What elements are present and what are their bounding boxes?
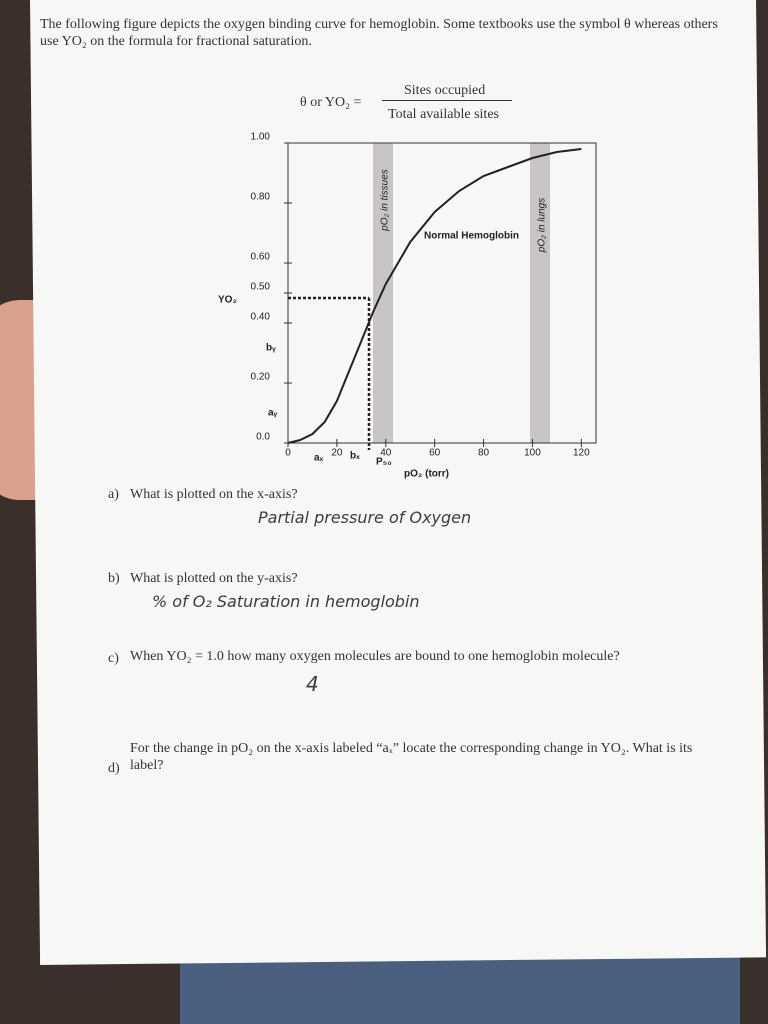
tissues-label: pO₂ in tissues bbox=[380, 169, 391, 232]
curve bbox=[287, 148, 582, 444]
y-tick-label: 0.40 bbox=[251, 312, 271, 323]
question-label: d) bbox=[108, 761, 120, 776]
x-tick-label: 80 bbox=[478, 448, 490, 459]
question-label: a) bbox=[108, 487, 119, 502]
legend-label: Normal Hemoglobin bbox=[424, 231, 519, 242]
x-axis-label: pO₂ (torr) bbox=[404, 469, 449, 480]
y-axis-label: YO₂ bbox=[218, 295, 237, 306]
y-tick-label: 0.0 bbox=[256, 432, 270, 443]
y-tick-label: 1.00 bbox=[251, 132, 271, 143]
question-label: c) bbox=[108, 651, 119, 666]
x-tick-label: 20 bbox=[331, 448, 343, 459]
answer: Partial pressure of Oxygen bbox=[258, 508, 472, 527]
question-text: What is plotted on the y-axis? bbox=[130, 571, 298, 586]
ax-label: aₓ bbox=[314, 453, 324, 464]
formula-lhs: θ or YO₂ = bbox=[300, 95, 362, 110]
ay-label: aᵧ bbox=[268, 408, 278, 419]
bx-label: bₓ bbox=[350, 451, 360, 462]
x-tick-label: 100 bbox=[524, 448, 541, 459]
x-tick-label: 0 bbox=[285, 448, 291, 459]
x-tick-label: 60 bbox=[429, 448, 441, 459]
chart: pO₂ in tissues pO₂ in lungs P₅₀ aₓ bₓ aᵧ… bbox=[218, 132, 597, 480]
formula-denominator: Total available sites bbox=[388, 107, 499, 122]
answer: 4 bbox=[306, 672, 319, 696]
by-label: bᵧ bbox=[266, 343, 276, 354]
lungs-label: pO₂ in lungs bbox=[537, 198, 548, 253]
header-text: The following figure depicts the oxygen … bbox=[40, 17, 718, 49]
answer: % of O₂ Saturation in hemoglobin bbox=[152, 592, 420, 611]
question-text: What is plotted on the x-axis? bbox=[130, 487, 298, 502]
question-label: b) bbox=[108, 571, 120, 586]
question-text: When YO₂ = 1.0 how many oxygen molecules… bbox=[130, 649, 620, 664]
lungs-band bbox=[530, 143, 550, 443]
y-tick-label: 0.60 bbox=[251, 252, 271, 263]
y-tick-label: 0.80 bbox=[251, 192, 271, 203]
fraction-bar bbox=[382, 100, 512, 101]
y-tick-label: 0.20 bbox=[251, 372, 271, 383]
y-tick-label: 0.50 bbox=[251, 282, 271, 293]
formula-numerator: Sites occupied bbox=[404, 83, 486, 98]
tissues-band bbox=[373, 143, 393, 443]
x-tick-label: 120 bbox=[573, 448, 590, 459]
x-tick-label: 40 bbox=[380, 448, 392, 459]
p50-label: P₅₀ bbox=[376, 457, 392, 468]
question-text: For the change in pO₂ on the x-axis labe… bbox=[130, 741, 693, 773]
